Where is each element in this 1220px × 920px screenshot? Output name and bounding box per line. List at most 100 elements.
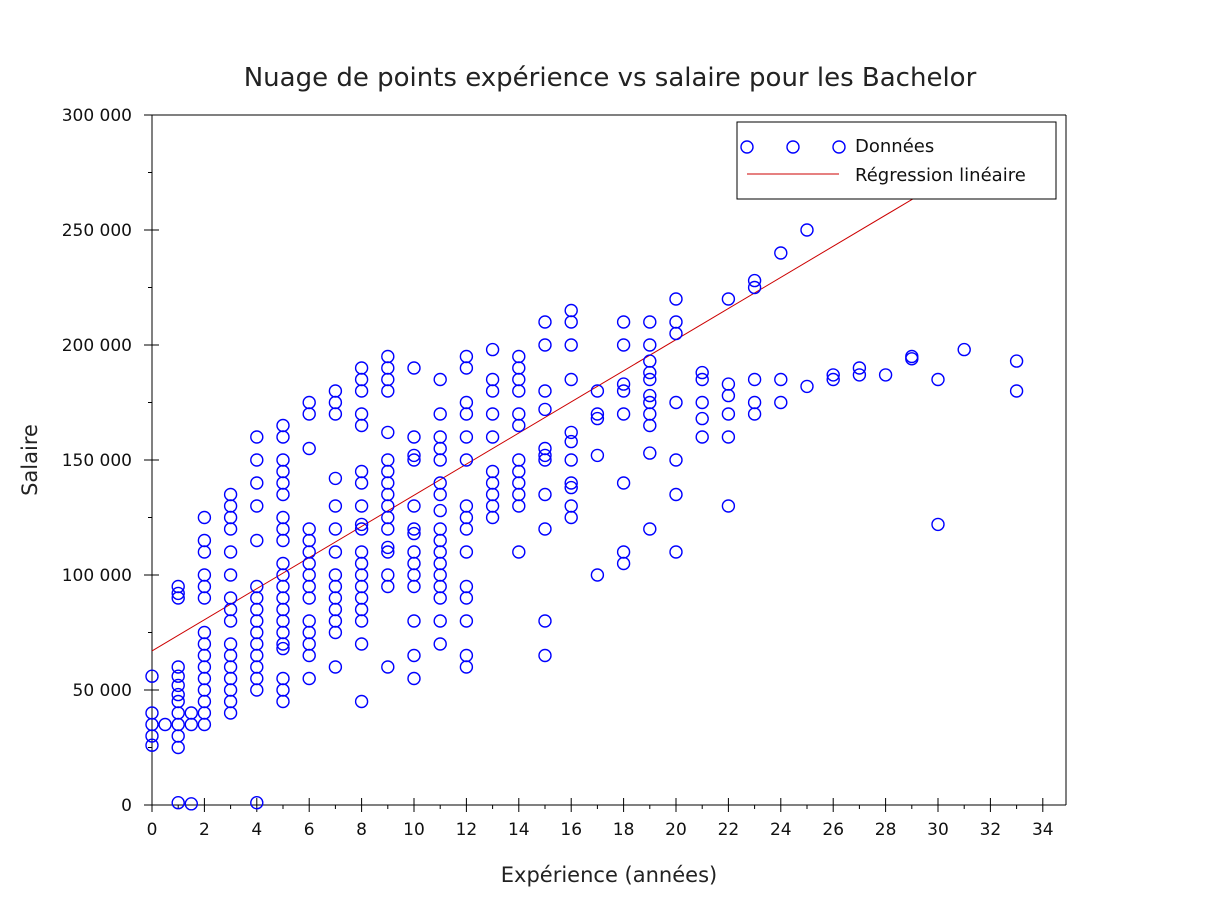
y-tick-label: 50 000 — [73, 681, 132, 701]
data-point — [616, 545, 631, 559]
data-point — [407, 579, 421, 594]
data-point — [354, 361, 369, 375]
data-point — [223, 694, 238, 709]
legend-label-regression: Régression linéaire — [855, 165, 1026, 186]
data-point — [276, 602, 290, 617]
data-point — [302, 591, 316, 605]
data-point — [184, 717, 199, 732]
data-point — [302, 556, 316, 571]
data-point — [302, 407, 316, 421]
data-point — [931, 517, 945, 532]
data-point — [538, 448, 552, 463]
data-point — [302, 533, 316, 548]
data-point — [485, 342, 500, 357]
data-point — [564, 315, 578, 329]
legend-box — [736, 121, 1057, 200]
data-point — [747, 395, 762, 410]
data-point — [1009, 354, 1024, 368]
data-point — [433, 533, 447, 548]
data-point — [276, 614, 290, 628]
data-point — [774, 395, 788, 410]
data-point — [276, 487, 290, 502]
data-point — [512, 499, 526, 513]
data-point — [171, 660, 185, 674]
data-point — [354, 694, 369, 709]
data-point — [852, 361, 867, 375]
legend-label-donnees: Données — [855, 136, 934, 157]
data-point — [223, 522, 238, 536]
data-point — [250, 614, 264, 628]
data-point — [381, 568, 395, 582]
data-point — [407, 614, 421, 628]
legend-marker-2 — [786, 140, 800, 154]
x-tick-label: 24 — [770, 820, 792, 840]
data-point — [171, 687, 185, 702]
data-point — [485, 372, 500, 387]
data-point — [328, 471, 343, 486]
data-point — [695, 430, 709, 444]
data-point — [276, 522, 290, 536]
data-point — [171, 706, 185, 720]
data-point — [276, 591, 290, 605]
data-point — [695, 365, 709, 380]
data-point — [512, 476, 526, 490]
data-point — [433, 453, 447, 467]
data-point — [669, 395, 683, 410]
data-point — [223, 637, 238, 651]
data-point — [223, 487, 238, 502]
data-point — [381, 487, 395, 502]
data-point — [354, 637, 369, 651]
data-point — [276, 533, 290, 548]
data-point — [643, 407, 657, 421]
data-point — [721, 292, 736, 306]
data-point — [223, 591, 238, 605]
data-point — [669, 487, 683, 502]
x-tick-label: 12 — [456, 820, 478, 840]
data-point — [590, 411, 605, 426]
data-point — [905, 352, 919, 366]
data-point — [276, 625, 290, 640]
data-point — [459, 361, 474, 375]
data-point — [747, 273, 762, 288]
data-point — [433, 407, 447, 421]
data-point — [381, 545, 395, 559]
y-tick-label: 200 000 — [62, 336, 132, 356]
data-point — [459, 591, 474, 605]
data-point — [223, 671, 238, 686]
data-point — [223, 614, 238, 628]
data-point — [669, 545, 683, 559]
data-point — [695, 395, 709, 410]
data-point — [328, 545, 343, 559]
data-point — [328, 407, 343, 421]
data-point — [250, 499, 264, 513]
data-point — [171, 796, 185, 810]
data-point — [538, 315, 552, 329]
data-point — [223, 660, 238, 674]
data-point — [328, 591, 343, 605]
data-point — [826, 372, 840, 387]
data-point — [564, 499, 578, 513]
data-point — [197, 648, 212, 663]
data-point — [433, 556, 447, 571]
data-point — [564, 510, 578, 525]
data-point — [459, 407, 474, 421]
data-point — [145, 738, 159, 752]
data-point — [197, 579, 212, 594]
data-point — [276, 641, 290, 656]
data-point — [643, 522, 657, 536]
data-point — [276, 510, 290, 525]
data-point — [381, 522, 395, 536]
x-tick-label: 26 — [822, 820, 844, 840]
data-point — [512, 487, 526, 502]
data-point — [354, 407, 369, 421]
data-point — [957, 342, 971, 357]
data-point — [538, 338, 552, 352]
data-point — [590, 568, 605, 582]
data-point — [485, 464, 500, 479]
data-point — [459, 545, 474, 559]
data-point — [302, 637, 316, 651]
x-axis-ticks: 0 2 4 6 8 10 12 14 16 18 20 22 24 26 28 30 32 34 — [147, 798, 1054, 840]
data-point — [721, 499, 736, 513]
data-point — [223, 510, 238, 525]
data-point — [538, 648, 552, 663]
